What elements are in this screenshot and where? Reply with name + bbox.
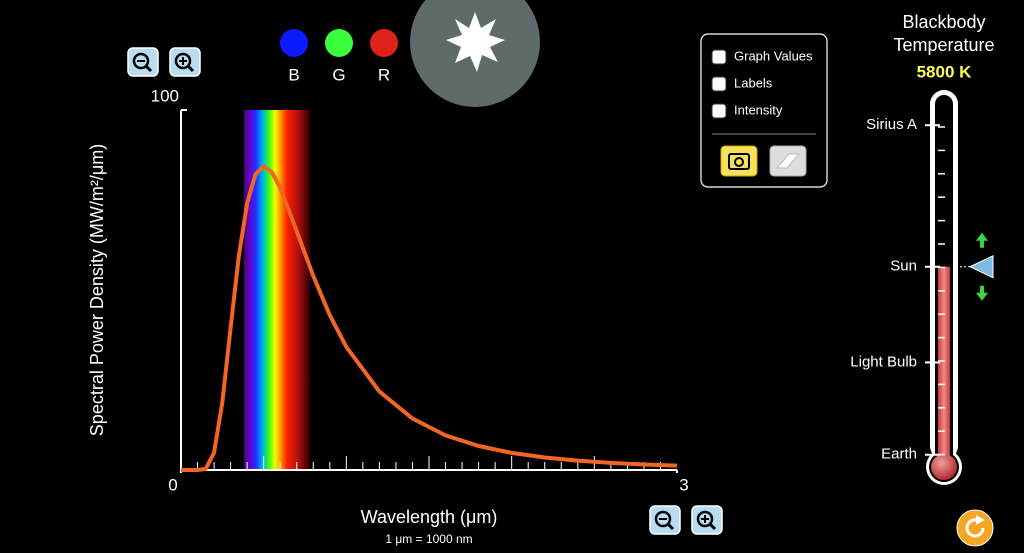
x-tick-label: 0 [168, 475, 177, 494]
temperature-readout: 5800 K [917, 62, 973, 81]
color-indicator [325, 29, 353, 57]
checkbox[interactable] [711, 76, 727, 92]
color-indicator [370, 29, 398, 57]
y-tick-label: 100 [151, 86, 179, 105]
thermo-marker-label: Sun [890, 258, 917, 275]
snapshot-button[interactable] [720, 145, 758, 177]
thermo-marker-label: Sirius A [866, 116, 917, 133]
x-tick-label: 3 [679, 475, 688, 494]
thermo-marker-label: Light Bulb [850, 353, 917, 370]
zoom-in-vertical[interactable] [169, 47, 201, 77]
checkbox-label: Labels [734, 75, 773, 90]
color-indicator [280, 29, 308, 57]
reset-button[interactable] [956, 509, 994, 547]
x-axis-note: 1 μm = 1000 nm [385, 532, 472, 546]
thermo-title: Blackbody [902, 12, 985, 32]
visible-spectrum [243, 110, 310, 470]
mercury [938, 266, 950, 467]
checkbox-label: Graph Values [734, 48, 813, 63]
color-label: G [332, 65, 345, 84]
thermo-title: Temperature [893, 35, 994, 55]
temperature-slider[interactable] [968, 254, 994, 279]
mercury-bulb [931, 454, 957, 480]
thermo-marker-label: Earth [881, 446, 917, 463]
zoom-out-horizontal[interactable] [649, 505, 681, 535]
x-axis-label: Wavelength (μm) [361, 507, 498, 527]
slider-up-arrow [976, 232, 988, 248]
spectrum-curve [181, 164, 678, 472]
slider-down-arrow [976, 285, 988, 301]
zoom-in-horizontal[interactable] [691, 505, 723, 535]
color-label: R [378, 65, 390, 84]
checkbox[interactable] [711, 49, 727, 65]
y-axis-label: Spectral Power Density (MW/m²/μm) [87, 144, 107, 436]
star-icon [446, 12, 505, 72]
zoom-out-vertical[interactable] [127, 47, 159, 77]
clear-button[interactable] [769, 145, 807, 177]
checkbox-label: Intensity [734, 102, 783, 117]
checkbox[interactable] [711, 103, 727, 119]
color-label: B [288, 65, 299, 84]
